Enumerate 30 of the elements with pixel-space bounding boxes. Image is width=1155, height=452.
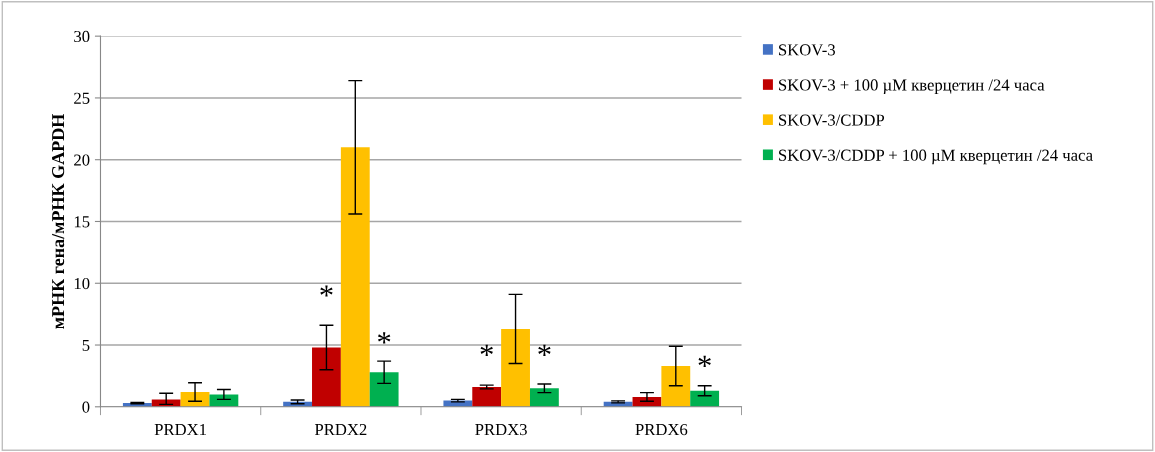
y-tick-label: 0 [82, 401, 90, 413]
y-tick-label: 15 [74, 216, 90, 228]
legend-label: SKOV-3 + 100 µM кверцетин /24 часа [779, 79, 1045, 94]
y-axis-title: мРНК гена/мРНК GAPDH [52, 114, 65, 329]
annotation: * [480, 344, 493, 356]
bar [369, 372, 399, 407]
y-tick-label: 30 [74, 30, 90, 43]
x-tick-label: PRDX1 [154, 424, 207, 436]
legend-label: SKOV-3/CDDP [779, 114, 885, 126]
bar [340, 147, 370, 407]
bar [501, 328, 530, 407]
bar [472, 387, 502, 407]
bar [529, 388, 559, 407]
x-tick-label: PRDX2 [314, 424, 367, 436]
x-tick-label: PRDX3 [475, 424, 527, 436]
annotation: * [538, 344, 551, 356]
y-tick-label: 20 [74, 154, 90, 166]
bar [209, 394, 239, 407]
y-tick-label: 10 [74, 277, 90, 290]
y-tick-label: 5 [82, 339, 90, 351]
bar [661, 366, 691, 407]
x-tick-label: PRDX6 [635, 424, 688, 436]
legend-label: SKOV-3 [779, 44, 836, 56]
legend-label: SKOV-3/CDDP + 100 µM кверцетин /24 часа [779, 149, 1093, 165]
annotation: * [377, 332, 391, 344]
annotation: * [320, 285, 333, 297]
annotation: * [698, 355, 711, 368]
bar [690, 390, 720, 407]
y-tick-label: 25 [74, 92, 90, 104]
bar [312, 347, 341, 407]
